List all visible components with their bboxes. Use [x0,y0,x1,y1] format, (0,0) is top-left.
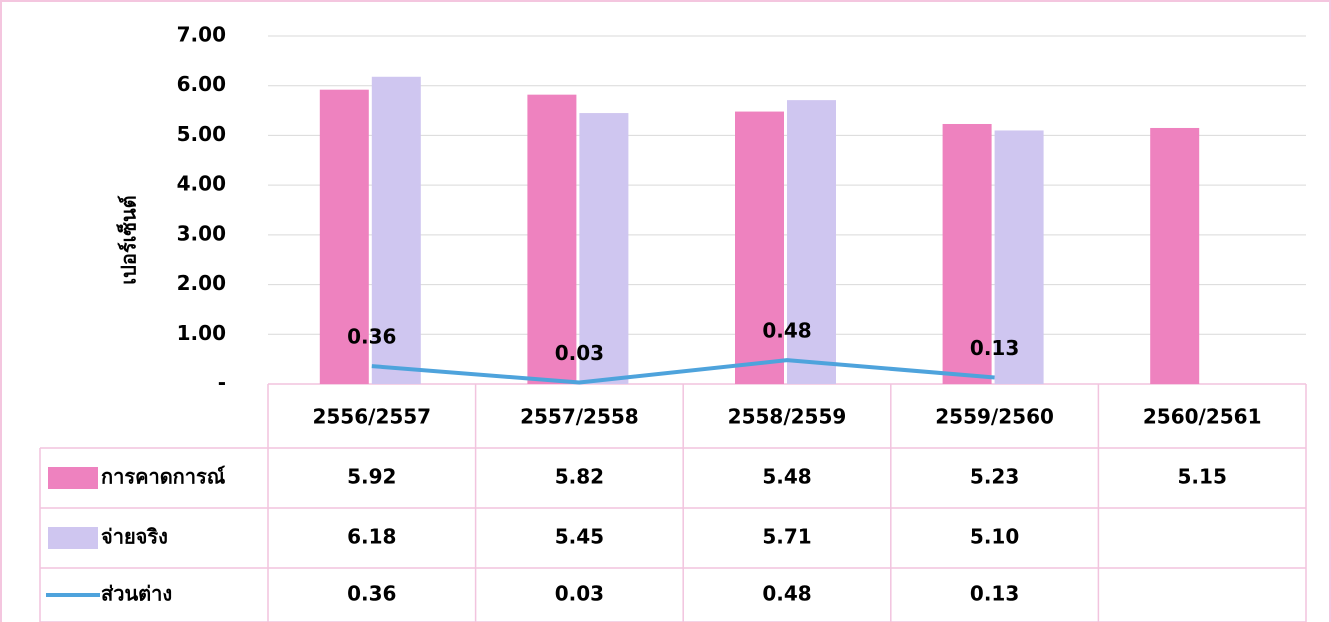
table-value: 5.48 [762,465,811,489]
legend-key [48,467,98,489]
y-tick-label: 6.00 [177,72,226,96]
data-label: 0.48 [762,319,811,343]
y-tick-label: 4.00 [177,172,226,196]
table-value: 5.23 [970,465,1019,489]
table-value: 0.03 [555,582,604,606]
bar [371,76,421,384]
table-value: 5.45 [555,525,604,549]
bar [579,113,629,385]
x-tick-label: 2557/2558 [520,405,639,429]
y-tick-label: 5.00 [177,122,226,146]
table-value: 5.10 [970,525,1019,549]
y-tick-label: 3.00 [177,221,226,245]
x-tick-label: 2560/2561 [1143,405,1262,429]
line [371,358,995,385]
legend-label: จ่ายจริง [101,525,168,549]
table-value: 5.92 [347,465,396,489]
table-value: 5.15 [1178,465,1227,489]
legend-label: ส่วนต่าง [101,582,172,606]
bar [994,130,1044,384]
x-tick-label: 2556/2557 [312,405,431,429]
x-tick-label: 2558/2559 [728,405,847,429]
data-label: 0.13 [970,336,1019,360]
table-value: 0.13 [970,582,1019,606]
bar [1150,127,1200,384]
data-label: 0.36 [347,325,396,349]
y-axis-title: เปอร์เซ็นต์ [116,195,141,284]
y-tick-label: - [218,371,226,395]
table-value: 0.36 [347,582,396,606]
table-value: 5.82 [555,465,604,489]
table-value: 5.71 [762,525,811,549]
bar [319,89,369,384]
bar [527,94,577,385]
bar [942,123,992,384]
table-value: 6.18 [347,525,396,549]
y-tick-label: 1.00 [177,321,226,345]
x-tick-label: 2559/2560 [935,405,1054,429]
legend-label: การคาดการณ์ [101,465,226,489]
y-tick-label: 2.00 [177,271,226,295]
data-label: 0.03 [555,341,604,365]
legend-key [48,527,98,549]
bar [735,111,784,385]
bar [787,100,836,384]
table-value: 0.48 [762,582,811,606]
y-tick-label: 7.00 [177,23,226,47]
